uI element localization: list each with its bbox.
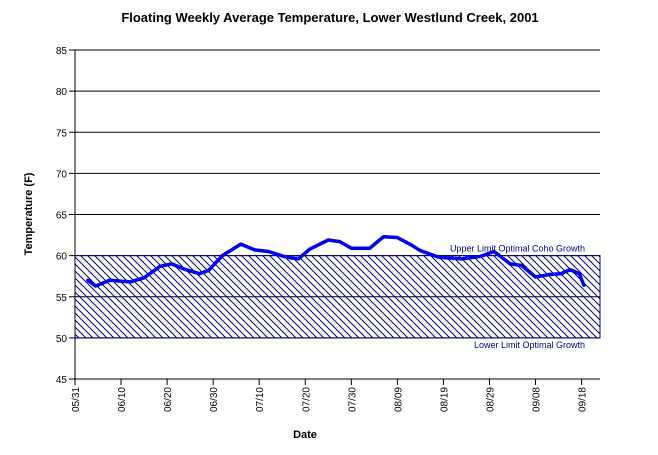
optimal-band — [74, 255, 601, 339]
y-tick-label: 75 — [56, 128, 68, 139]
x-axis-label: Date — [293, 429, 317, 441]
x-tick-label: 05/31 — [71, 387, 82, 412]
x-tick-label: 06/10 — [117, 387, 128, 412]
y-tick-label: 70 — [56, 169, 68, 180]
x-tick-label: 08/09 — [393, 387, 404, 412]
y-tick-label: 65 — [56, 211, 68, 222]
y-tick-label: 80 — [56, 87, 68, 98]
y-tick-label: 85 — [56, 46, 68, 57]
x-tick-label: 09/08 — [532, 387, 543, 412]
x-tick-label: 07/30 — [347, 387, 358, 412]
x-tick-label: 06/30 — [209, 387, 220, 412]
band-upper-label: Upper Limit Optimal Coho Growth — [450, 244, 585, 254]
x-tick-label: 08/19 — [439, 387, 450, 412]
chart-title: Floating Weekly Average Temperature, Low… — [121, 10, 538, 25]
x-tick-label: 09/18 — [578, 387, 589, 412]
band-lower-label: Lower Limit Optimal Growth — [474, 340, 585, 350]
x-tick-label: 06/20 — [163, 387, 174, 412]
temperature-line — [86, 234, 586, 288]
y-tick-label: 60 — [56, 252, 68, 263]
y-tick-label: 50 — [56, 334, 68, 345]
y-tick-label: 45 — [56, 375, 68, 386]
y-axis-label: Temperature (F) — [23, 172, 35, 255]
x-tick-label: 07/10 — [255, 387, 266, 412]
x-tick-label: 07/20 — [301, 387, 312, 412]
y-tick-label: 55 — [56, 293, 68, 304]
x-tick-label: 08/29 — [485, 387, 496, 412]
